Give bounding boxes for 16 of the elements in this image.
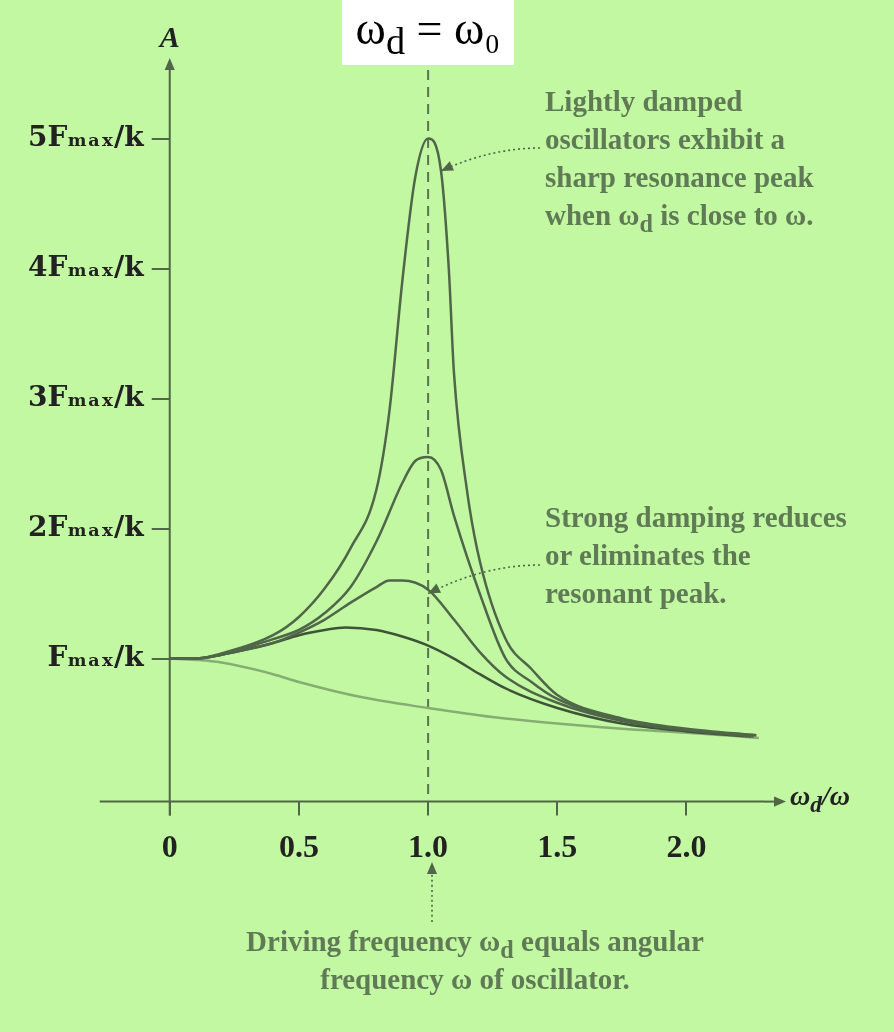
text: Driving frequency ω$_{d}$ equals angular frequency ω of oscillator. bbox=[245, 924, 705, 997]
annotation: Strong damping reduces or eliminates the resonant peak. bbox=[545, 500, 848, 611]
x-tick-label: 0 bbox=[161, 828, 178, 865]
y-tick-label: Fₘₐₓ/k bbox=[47, 639, 145, 673]
y-tick-label: 2Fₘₐₓ/k bbox=[28, 509, 145, 543]
y-axis-title: A bbox=[157, 19, 180, 53]
x-tick-label: 1.5 bbox=[537, 828, 578, 865]
ref-line-label: ω$_{d}$ = ω₀ bbox=[341, 0, 515, 66]
y-tick-label: 3Fₘₐₓ/k bbox=[28, 379, 145, 413]
x-tick-label: 2.0 bbox=[666, 828, 707, 865]
annotation: Lightly damped oscillators exhibit a sharp resonance peak when ω$_{d}$ is close to ω. bbox=[545, 84, 815, 237]
x-tick-label: 1.0 bbox=[408, 828, 449, 865]
x-tick-label: 0.5 bbox=[278, 828, 319, 865]
x-axis-title: ω$_{d}$/ω bbox=[790, 779, 850, 818]
y-tick-label: 5Fₘₐₓ/k bbox=[28, 119, 145, 153]
y-tick-label: 4Fₘₐₓ/k bbox=[28, 249, 145, 283]
